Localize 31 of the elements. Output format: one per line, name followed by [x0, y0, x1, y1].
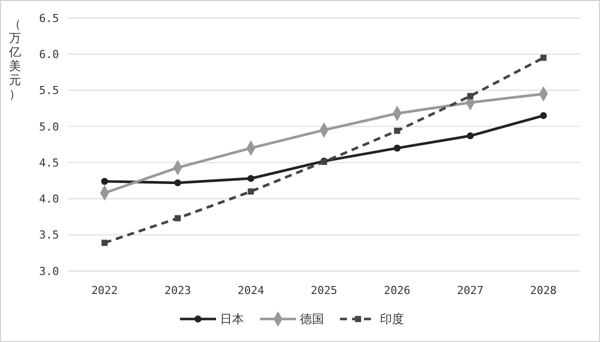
point — [174, 179, 182, 186]
point — [466, 132, 474, 140]
legend-label: 日本 — [220, 312, 244, 326]
x-tick-label: 2023 — [164, 284, 191, 297]
y-tick-label: 5.5 — [39, 84, 59, 98]
x-tick-label: 2022 — [91, 284, 118, 297]
point — [247, 175, 254, 182]
point — [540, 54, 547, 61]
y-axis-title: （万亿美元） — [8, 17, 21, 101]
y-tick-label: 4.5 — [39, 156, 59, 170]
point — [101, 240, 108, 246]
y-tick-label: 4.0 — [39, 192, 59, 206]
point — [394, 144, 401, 152]
y-tick-label: 6.0 — [39, 48, 59, 61]
legend-label: 德国 — [300, 312, 324, 326]
point — [101, 178, 108, 185]
legend-label: 印度 — [380, 312, 404, 326]
point — [540, 112, 547, 120]
point — [467, 92, 474, 100]
point — [248, 188, 254, 195]
y-tick-label: 5.0 — [39, 120, 59, 134]
y-tick-label: 6.5 — [39, 12, 59, 25]
point — [174, 215, 181, 222]
x-tick-label: 2025 — [310, 284, 338, 297]
x-tick-label: 2027 — [457, 284, 484, 297]
y-tick-label: 3.5 — [39, 228, 59, 242]
point — [394, 128, 400, 134]
x-tick-label: 2026 — [384, 284, 410, 297]
x-tick-label: 2024 — [238, 284, 264, 297]
y-tick-label: 3.0 — [39, 264, 59, 278]
x-tick-label: 2028 — [530, 284, 557, 297]
